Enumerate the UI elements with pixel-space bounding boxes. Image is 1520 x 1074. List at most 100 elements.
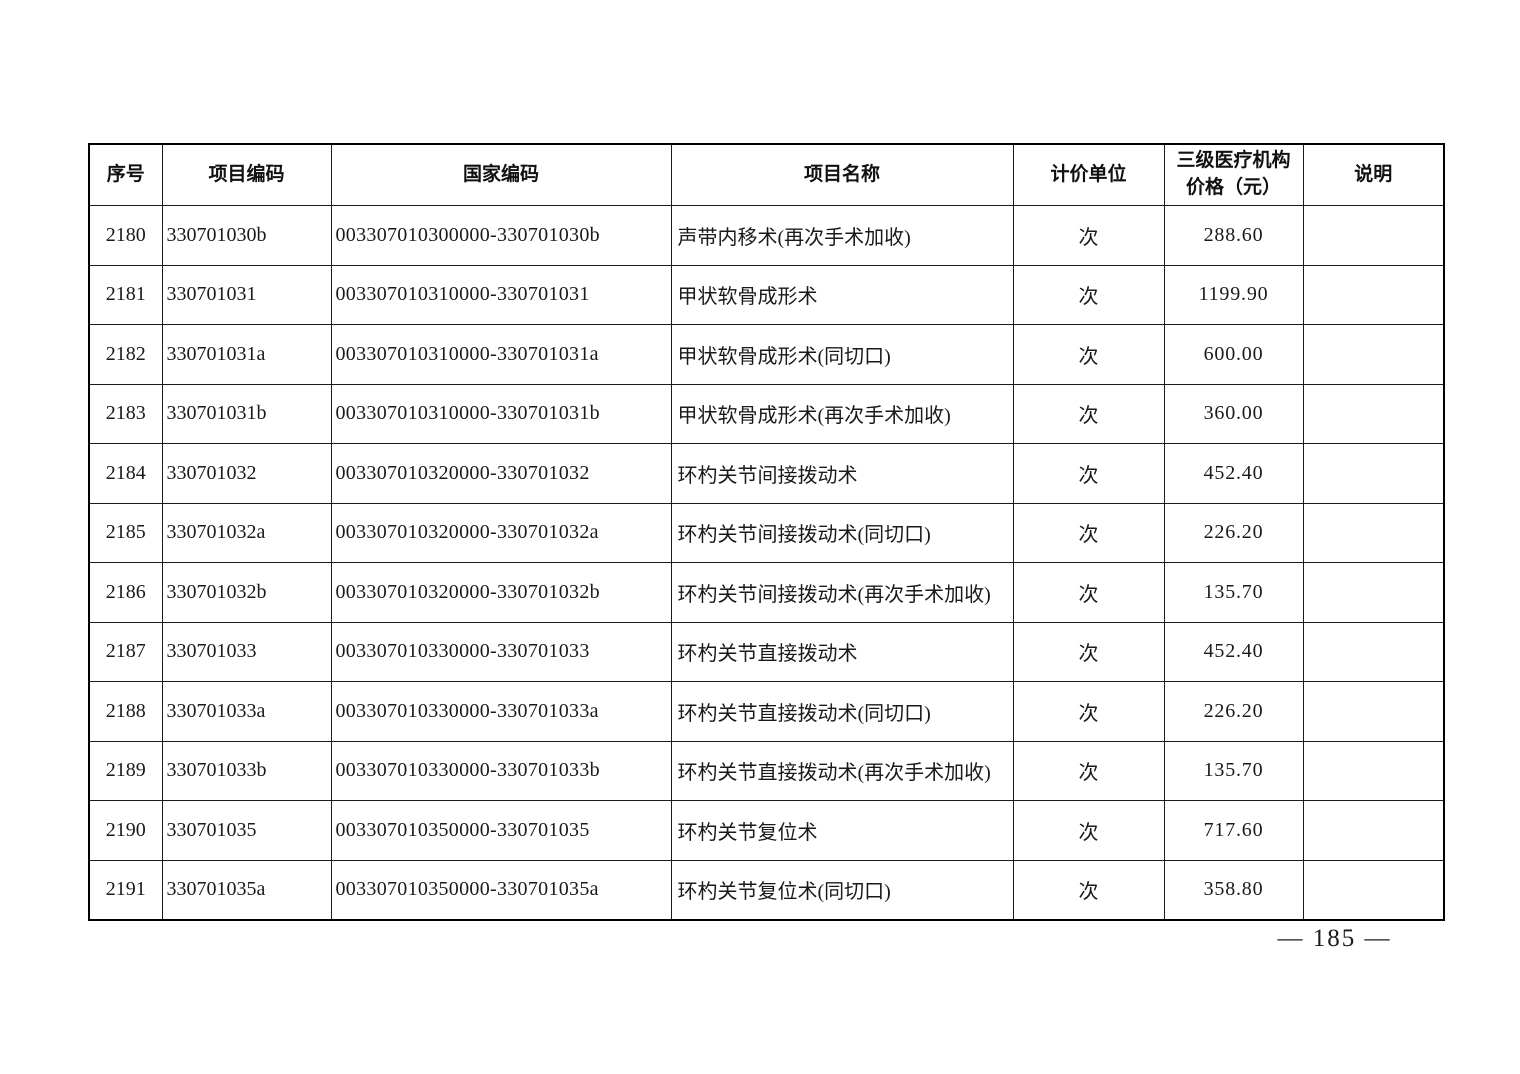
- cell-tier3-price: 360.00: [1163, 383, 1304, 444]
- cell-national-code: 003307010330000-330701033: [330, 621, 672, 682]
- cell-national-code: 003307010330000-330701033a: [330, 681, 672, 742]
- cell-project-code: 330701033b: [161, 740, 332, 801]
- cell-pricing-unit: 次: [1012, 502, 1165, 563]
- cell-pricing-unit: 次: [1012, 264, 1165, 325]
- cell-project-code: 330701032b: [161, 562, 332, 623]
- cell-project-name: 环杓关节复位术(同切口): [670, 859, 1014, 921]
- cell-project-name: 环杓关节直接拨动术(同切口): [670, 681, 1014, 742]
- cell-project-name: 声带内移术(再次手术加收): [670, 205, 1014, 266]
- cell-tier3-price: 1199.90: [1163, 264, 1304, 325]
- cell-tier3-price: 600.00: [1163, 324, 1304, 385]
- cell-project-code: 330701031b: [161, 383, 332, 444]
- cell-tier3-price: 717.60: [1163, 800, 1304, 861]
- cell-pricing-unit: 次: [1012, 205, 1165, 266]
- cell-note: [1302, 621, 1445, 682]
- table-header: 序号 项目编码 国家编码 项目名称 计价单位 三级医疗机构 价格（元） 说明: [88, 143, 1445, 206]
- cell-project-name: 环杓关节间接拨动术(同切口): [670, 502, 1014, 563]
- cell-pricing-unit: 次: [1012, 383, 1165, 444]
- cell-national-code: 003307010310000-330701031: [330, 264, 672, 325]
- cell-note: [1302, 383, 1445, 444]
- cell-note: [1302, 264, 1445, 325]
- table-row: 2190 330701035 003307010350000-330701035…: [88, 800, 1445, 861]
- cell-tier3-price: 135.70: [1163, 740, 1304, 801]
- cell-national-code: 003307010350000-330701035a: [330, 859, 672, 921]
- cell-pricing-unit: 次: [1012, 681, 1165, 742]
- cell-serial-number: 2186: [88, 562, 163, 623]
- cell-project-name: 环杓关节直接拨动术: [670, 621, 1014, 682]
- cell-pricing-unit: 次: [1012, 324, 1165, 385]
- table-row: 2185 330701032a 003307010320000-33070103…: [88, 502, 1445, 563]
- table-row: 2189 330701033b 003307010330000-33070103…: [88, 740, 1445, 801]
- cell-serial-number: 2184: [88, 443, 163, 504]
- cell-note: [1302, 740, 1445, 801]
- cell-project-code: 330701035: [161, 800, 332, 861]
- cell-note: [1302, 681, 1445, 742]
- cell-serial-number: 2183: [88, 383, 163, 444]
- cell-project-code: 330701033a: [161, 681, 332, 742]
- cell-tier3-price: 226.20: [1163, 502, 1304, 563]
- header-row: 序号 项目编码 国家编码 项目名称 计价单位 三级医疗机构 价格（元） 说明: [88, 143, 1445, 206]
- cell-serial-number: 2187: [88, 621, 163, 682]
- cell-serial-number: 2188: [88, 681, 163, 742]
- cell-note: [1302, 800, 1445, 861]
- cell-project-name: 甲状软骨成形术(再次手术加收): [670, 383, 1014, 444]
- header-note: 说明: [1302, 143, 1445, 206]
- cell-national-code: 003307010310000-330701031b: [330, 383, 672, 444]
- cell-project-name: 环杓关节间接拨动术: [670, 443, 1014, 504]
- header-tier3-price: 三级医疗机构 价格（元）: [1163, 143, 1304, 206]
- cell-note: [1302, 324, 1445, 385]
- header-project-name: 项目名称: [670, 143, 1014, 206]
- table-row: 2183 330701031b 003307010310000-33070103…: [88, 383, 1445, 444]
- table-row: 2187 330701033 003307010330000-330701033…: [88, 621, 1445, 682]
- cell-pricing-unit: 次: [1012, 621, 1165, 682]
- cell-project-code: 330701031a: [161, 324, 332, 385]
- header-serial-number: 序号: [88, 143, 163, 206]
- cell-note: [1302, 502, 1445, 563]
- header-pricing-unit: 计价单位: [1012, 143, 1165, 206]
- price-table: 序号 项目编码 国家编码 项目名称 计价单位 三级医疗机构 价格（元） 说明 2…: [88, 143, 1445, 921]
- cell-national-code: 003307010300000-330701030b: [330, 205, 672, 266]
- cell-project-code: 330701032a: [161, 502, 332, 563]
- cell-tier3-price: 288.60: [1163, 205, 1304, 266]
- table-body: 2180 330701030b 003307010300000-33070103…: [88, 205, 1445, 921]
- cell-serial-number: 2190: [88, 800, 163, 861]
- cell-tier3-price: 452.40: [1163, 443, 1304, 504]
- cell-note: [1302, 443, 1445, 504]
- cell-national-code: 003307010350000-330701035: [330, 800, 672, 861]
- cell-serial-number: 2185: [88, 502, 163, 563]
- cell-tier3-price: 358.80: [1163, 859, 1304, 921]
- cell-project-name: 环杓关节复位术: [670, 800, 1014, 861]
- cell-note: [1302, 562, 1445, 623]
- cell-pricing-unit: 次: [1012, 562, 1165, 623]
- cell-tier3-price: 135.70: [1163, 562, 1304, 623]
- cell-serial-number: 2180: [88, 205, 163, 266]
- cell-pricing-unit: 次: [1012, 740, 1165, 801]
- table-row: 2188 330701033a 003307010330000-33070103…: [88, 681, 1445, 742]
- cell-national-code: 003307010320000-330701032a: [330, 502, 672, 563]
- cell-project-name: 环杓关节直接拨动术(再次手术加收): [670, 740, 1014, 801]
- cell-serial-number: 2191: [88, 859, 163, 921]
- table-row: 2180 330701030b 003307010300000-33070103…: [88, 205, 1445, 266]
- header-national-code: 国家编码: [330, 143, 672, 206]
- cell-project-code: 330701035a: [161, 859, 332, 921]
- cell-serial-number: 2189: [88, 740, 163, 801]
- table-row: 2182 330701031a 003307010310000-33070103…: [88, 324, 1445, 385]
- cell-national-code: 003307010320000-330701032: [330, 443, 672, 504]
- cell-note: [1302, 205, 1445, 266]
- cell-national-code: 003307010310000-330701031a: [330, 324, 672, 385]
- table-row: 2186 330701032b 003307010320000-33070103…: [88, 562, 1445, 623]
- cell-project-name: 甲状软骨成形术: [670, 264, 1014, 325]
- cell-pricing-unit: 次: [1012, 800, 1165, 861]
- cell-pricing-unit: 次: [1012, 859, 1165, 921]
- cell-national-code: 003307010320000-330701032b: [330, 562, 672, 623]
- cell-tier3-price: 226.20: [1163, 681, 1304, 742]
- table-row: 2191 330701035a 003307010350000-33070103…: [88, 859, 1445, 921]
- table-row: 2184 330701032 003307010320000-330701032…: [88, 443, 1445, 504]
- cell-national-code: 003307010330000-330701033b: [330, 740, 672, 801]
- table-row: 2181 330701031 003307010310000-330701031…: [88, 264, 1445, 325]
- cell-project-code: 330701032: [161, 443, 332, 504]
- cell-project-name: 环杓关节间接拨动术(再次手术加收): [670, 562, 1014, 623]
- page-number: — 185 —: [1277, 925, 1392, 952]
- cell-tier3-price: 452.40: [1163, 621, 1304, 682]
- cell-project-code: 330701033: [161, 621, 332, 682]
